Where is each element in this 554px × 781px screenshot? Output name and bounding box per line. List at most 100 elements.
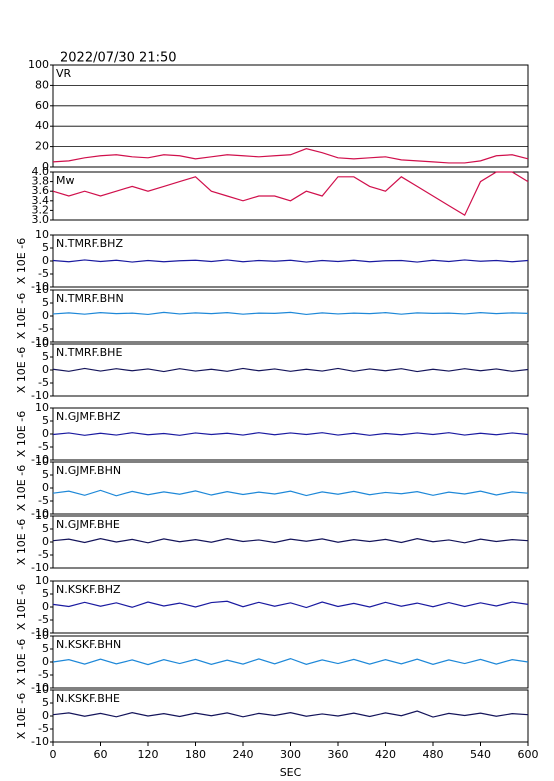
series-line xyxy=(52,148,529,164)
y-axis-label: X 10E -6 xyxy=(15,347,28,393)
y-tick-label: 5 xyxy=(42,642,49,655)
y-tick-label: -10 xyxy=(31,626,49,639)
series-line xyxy=(52,489,529,497)
y-tick-label: -10 xyxy=(31,389,49,402)
series-name: N.TMRF.BHE xyxy=(56,346,122,359)
x-tick-label: 120 xyxy=(138,748,159,761)
y-tick-label: 4.0 xyxy=(32,165,50,178)
y-tick-label: -5 xyxy=(38,494,49,507)
y-tick-label: -5 xyxy=(38,322,49,335)
y-tick-label: 20 xyxy=(35,140,49,153)
plot-frame xyxy=(52,515,529,569)
y-tick-label: -10 xyxy=(31,735,49,748)
series-name: N.TMRF.BHZ xyxy=(56,237,123,250)
x-tick-label: 180 xyxy=(185,748,206,761)
y-tick-label: 60 xyxy=(35,99,49,112)
series-line xyxy=(52,657,529,666)
plot-frame xyxy=(52,689,529,743)
series-name: N.GJMF.BHZ xyxy=(56,410,121,423)
y-tick-label: 0 xyxy=(42,160,49,173)
y-tick-label: 5 xyxy=(42,696,49,709)
x-tick-label: 240 xyxy=(233,748,254,761)
y-tick-label: 3.6 xyxy=(32,184,50,197)
series-name: N.KSKF.BHN xyxy=(56,638,121,651)
y-tick-label: 100 xyxy=(28,58,49,71)
series-name: VR xyxy=(56,67,72,80)
y-tick-label: 10 xyxy=(35,455,49,468)
y-tick-label: -5 xyxy=(38,376,49,389)
y-axis-label: X 10E -6 xyxy=(15,639,28,685)
series-line xyxy=(52,171,529,217)
series-line xyxy=(52,367,529,373)
y-tick-label: 0 xyxy=(42,363,49,376)
y-tick-label: -10 xyxy=(31,335,49,348)
x-tick-label: 480 xyxy=(423,748,444,761)
y-tick-label: 0 xyxy=(42,655,49,668)
y-tick-label: 80 xyxy=(35,78,49,91)
y-tick-label: 0 xyxy=(42,709,49,722)
y-tick-label: 5 xyxy=(42,468,49,481)
y-tick-label: 10 xyxy=(35,283,49,296)
y-tick-label: 5 xyxy=(42,350,49,363)
plot-frame xyxy=(52,461,529,515)
series-name: N.KSKF.BHE xyxy=(56,692,120,705)
series-name: Mw xyxy=(56,174,75,187)
y-tick-label: 10 xyxy=(35,337,49,350)
y-axis-label: X 10E -6 xyxy=(15,693,28,739)
y-axis-label: X 10E -6 xyxy=(15,584,28,630)
plot-frame xyxy=(52,289,529,343)
y-tick-label: 10 xyxy=(35,629,49,642)
plot-frame xyxy=(52,64,529,168)
y-tick-label: -10 xyxy=(31,453,49,466)
y-tick-label: 5 xyxy=(42,414,49,427)
y-tick-label: 0 xyxy=(42,309,49,322)
y-tick-label: 10 xyxy=(35,228,49,241)
x-tick-label: 600 xyxy=(518,748,539,761)
y-tick-label: 3.8 xyxy=(32,175,50,188)
x-tick-label: 300 xyxy=(280,748,301,761)
series-line xyxy=(52,432,529,436)
y-tick-label: -10 xyxy=(31,507,49,520)
y-tick-label: 10 xyxy=(35,683,49,696)
y-tick-label: 3.4 xyxy=(32,194,50,207)
y-tick-label: 5 xyxy=(42,296,49,309)
series-line xyxy=(52,311,529,316)
series-line xyxy=(52,259,529,263)
series-name: N.GJMF.BHE xyxy=(56,518,120,531)
x-tick-label: 540 xyxy=(470,748,491,761)
y-tick-label: 10 xyxy=(35,574,49,587)
y-tick-label: 5 xyxy=(42,587,49,600)
series-name: N.KSKF.BHZ xyxy=(56,583,121,596)
series-line xyxy=(52,600,529,609)
series-line xyxy=(52,710,529,718)
x-tick-label: 360 xyxy=(328,748,349,761)
y-tick-label: 5 xyxy=(42,241,49,254)
y-tick-label: 0 xyxy=(42,535,49,548)
y-tick-label: -5 xyxy=(38,668,49,681)
y-tick-label: 3.0 xyxy=(32,213,50,226)
x-tick-label: 0 xyxy=(50,748,57,761)
y-tick-label: -5 xyxy=(38,722,49,735)
y-axis-label: X 10E -6 xyxy=(15,465,28,511)
y-tick-label: 0 xyxy=(42,481,49,494)
plot-frame xyxy=(52,580,529,634)
x-axis-label: SEC xyxy=(280,766,302,779)
y-tick-label: -5 xyxy=(38,440,49,453)
y-axis-label: X 10E -6 xyxy=(15,411,28,457)
y-tick-label: 0 xyxy=(42,427,49,440)
y-tick-label: 0 xyxy=(42,600,49,613)
y-tick-label: -5 xyxy=(38,613,49,626)
y-tick-label: 10 xyxy=(35,401,49,414)
y-tick-label: 0 xyxy=(42,254,49,267)
y-tick-label: -10 xyxy=(31,280,49,293)
y-tick-label: 3.2 xyxy=(32,203,50,216)
y-tick-label: -5 xyxy=(38,548,49,561)
plot-frame xyxy=(52,171,529,221)
y-axis-label: X 10E -6 xyxy=(15,238,28,284)
x-tick-label: 60 xyxy=(94,748,108,761)
y-tick-label: -10 xyxy=(31,681,49,694)
series-line xyxy=(52,538,529,544)
chart-title: 2022/07/30 21:50 xyxy=(60,51,177,66)
